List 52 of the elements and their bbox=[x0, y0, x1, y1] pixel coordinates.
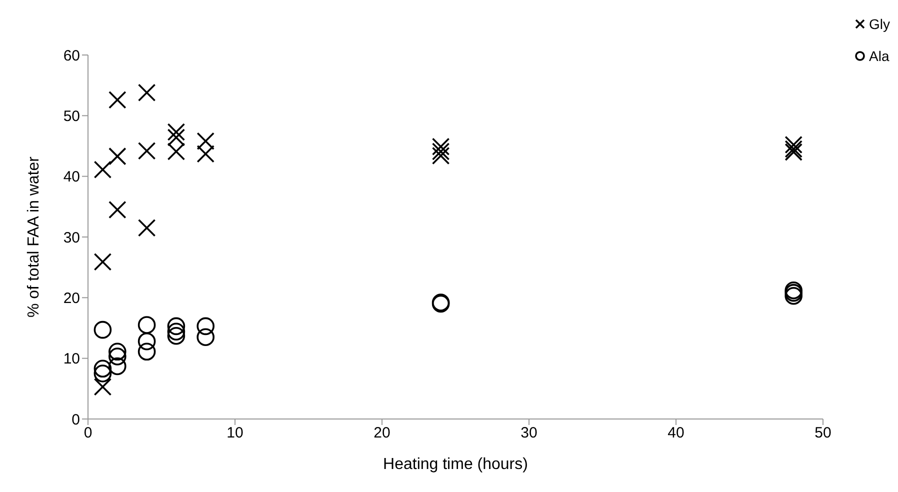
point bbox=[138, 316, 156, 334]
x-tick-label: 10 bbox=[226, 424, 244, 442]
x-tick-label: 20 bbox=[374, 424, 390, 442]
point bbox=[94, 160, 112, 179]
y-tick-label: 10 bbox=[63, 350, 80, 368]
point bbox=[108, 90, 126, 109]
point bbox=[138, 342, 156, 361]
point bbox=[167, 128, 186, 146]
point bbox=[196, 317, 214, 336]
y-tick-label: 50 bbox=[63, 108, 80, 125]
point bbox=[196, 328, 214, 346]
point bbox=[94, 378, 112, 396]
y-tick-label: 0 bbox=[72, 411, 80, 428]
point bbox=[784, 136, 802, 154]
point bbox=[167, 123, 186, 141]
point bbox=[167, 142, 186, 160]
point bbox=[108, 342, 126, 361]
point bbox=[108, 357, 126, 376]
point bbox=[196, 144, 214, 163]
point bbox=[138, 219, 156, 237]
x-tick-label: 30 bbox=[520, 424, 538, 442]
point bbox=[108, 200, 126, 219]
y-tick-label: 20 bbox=[63, 290, 80, 307]
point bbox=[94, 252, 112, 271]
point bbox=[432, 146, 450, 165]
x-tick-label: 40 bbox=[668, 424, 684, 442]
point bbox=[94, 320, 112, 339]
point bbox=[784, 143, 802, 161]
point bbox=[138, 84, 156, 102]
y-axis-title: % of total FAA in water bbox=[26, 156, 43, 318]
x-axis-title: Heating time (hours) bbox=[383, 456, 528, 473]
legend-label: Gly bbox=[869, 16, 890, 32]
point bbox=[167, 326, 186, 345]
y-tick-label: 30 bbox=[63, 229, 80, 246]
point bbox=[108, 348, 126, 366]
point bbox=[108, 147, 126, 166]
point bbox=[138, 332, 156, 350]
point bbox=[138, 142, 156, 160]
point bbox=[784, 286, 802, 305]
y-tick-label: 40 bbox=[63, 168, 80, 186]
point bbox=[94, 360, 112, 378]
point bbox=[432, 142, 450, 160]
point bbox=[432, 138, 450, 156]
y-tick-label: 60 bbox=[63, 47, 80, 64]
point bbox=[167, 317, 186, 336]
x-tick-label: 0 bbox=[84, 424, 92, 442]
point bbox=[784, 140, 802, 158]
x-tick-label: 50 bbox=[814, 424, 832, 442]
point bbox=[196, 132, 214, 150]
point bbox=[94, 364, 112, 382]
legend-label: Ala bbox=[869, 48, 890, 64]
point bbox=[167, 322, 186, 341]
